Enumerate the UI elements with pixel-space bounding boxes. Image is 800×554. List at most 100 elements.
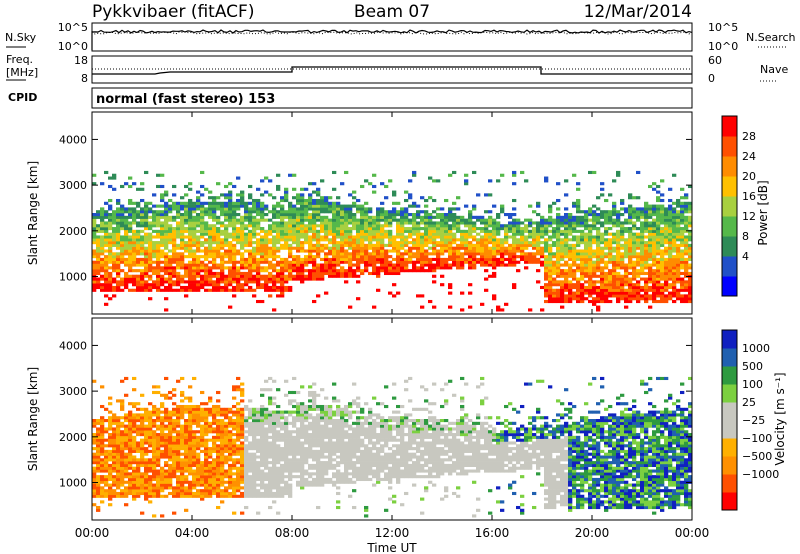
power-cell <box>272 227 277 231</box>
power-cell <box>324 232 329 236</box>
power-cell <box>384 257 389 261</box>
velocity-cell <box>196 469 201 473</box>
velocity-cell <box>120 421 125 425</box>
power-cell <box>264 283 269 287</box>
power-cell <box>400 207 405 211</box>
velocity-cell <box>172 402 177 406</box>
power-cell <box>476 238 481 242</box>
power-cell <box>588 170 593 175</box>
power-cell <box>444 238 449 242</box>
power-cell <box>184 201 189 205</box>
power-cell <box>460 252 465 256</box>
power-cell <box>96 266 101 270</box>
velocity-cell <box>164 472 169 476</box>
power-cell <box>272 243 277 247</box>
power-cell <box>96 257 101 261</box>
velocity-cell <box>100 491 105 496</box>
power-cell <box>116 269 121 273</box>
velocity-cell <box>208 410 213 414</box>
power-cell <box>172 257 177 261</box>
velocity-cell <box>212 416 217 420</box>
power-cell <box>632 277 637 281</box>
power-cell <box>488 215 493 219</box>
power-cell <box>624 246 629 250</box>
velocity-cell <box>208 466 213 470</box>
power-cell <box>420 266 425 270</box>
power-cell <box>348 213 353 217</box>
power-cell <box>564 252 569 256</box>
power-cell <box>584 224 589 228</box>
power-cell <box>204 266 209 270</box>
velocity-cell <box>180 489 185 493</box>
power-cell <box>412 263 417 267</box>
power-cell <box>444 243 449 247</box>
velocity-cell <box>208 475 213 479</box>
power-cell <box>544 243 549 247</box>
power-cell <box>400 255 405 259</box>
power-cell <box>628 221 633 225</box>
power-cell <box>260 257 265 261</box>
power-cell <box>600 285 605 290</box>
power-cell <box>304 215 309 219</box>
power-cell <box>336 221 341 225</box>
power-cell <box>284 266 289 270</box>
power-cell <box>108 271 113 276</box>
power-cell <box>232 246 237 250</box>
power-cell <box>396 269 401 273</box>
power-cell <box>564 238 569 242</box>
power-cell <box>612 271 617 276</box>
power-cell <box>192 277 197 281</box>
velocity-cell <box>96 430 101 434</box>
power-cell <box>104 210 109 214</box>
velocity-cell <box>216 477 221 482</box>
colorbar-frame <box>721 115 738 297</box>
power-cell <box>116 238 121 242</box>
power-cell <box>252 198 257 203</box>
power-cell <box>308 257 313 261</box>
power-cell <box>336 263 341 267</box>
velocity-cell <box>144 497 149 501</box>
power-cell <box>232 255 237 259</box>
power-cell <box>144 255 149 259</box>
power-cell <box>532 221 537 225</box>
power-cell <box>136 187 141 191</box>
power-cell <box>264 241 269 245</box>
power-cell <box>616 291 621 295</box>
power-cell <box>124 238 129 242</box>
power-cell <box>212 266 217 270</box>
power-cell <box>588 260 593 264</box>
velocity-cell <box>192 435 197 439</box>
power-cell <box>260 235 265 239</box>
power-cell <box>472 266 477 270</box>
power-cell <box>132 235 137 239</box>
power-cell <box>356 235 361 239</box>
power-cell <box>212 204 217 208</box>
power-cell <box>444 249 449 253</box>
power-cell <box>160 283 165 287</box>
velocity-cell <box>180 404 185 409</box>
power-cell <box>256 283 261 287</box>
power-cell <box>348 221 353 225</box>
velocity-cell <box>204 466 209 470</box>
power-cell <box>408 235 413 239</box>
power-cell <box>192 255 197 259</box>
power-cell <box>684 280 689 284</box>
power-cell <box>108 207 113 211</box>
velocity-cell <box>124 466 129 470</box>
power-cell <box>680 280 685 284</box>
velocity-cell <box>192 472 197 476</box>
colorbar-tick-label: 20 <box>742 170 756 183</box>
power-cell <box>356 229 361 233</box>
power-cell <box>188 243 193 247</box>
velocity-cell <box>224 438 229 442</box>
power-cell <box>100 269 105 273</box>
power-cell <box>608 213 613 217</box>
velocity-cell <box>216 475 221 479</box>
power-cell <box>428 227 433 231</box>
power-cell <box>340 246 345 250</box>
power-cell <box>212 246 217 250</box>
velocity-cell <box>148 466 153 470</box>
power-cell <box>436 224 441 228</box>
power-cell <box>556 299 561 304</box>
power-cell <box>196 190 201 194</box>
